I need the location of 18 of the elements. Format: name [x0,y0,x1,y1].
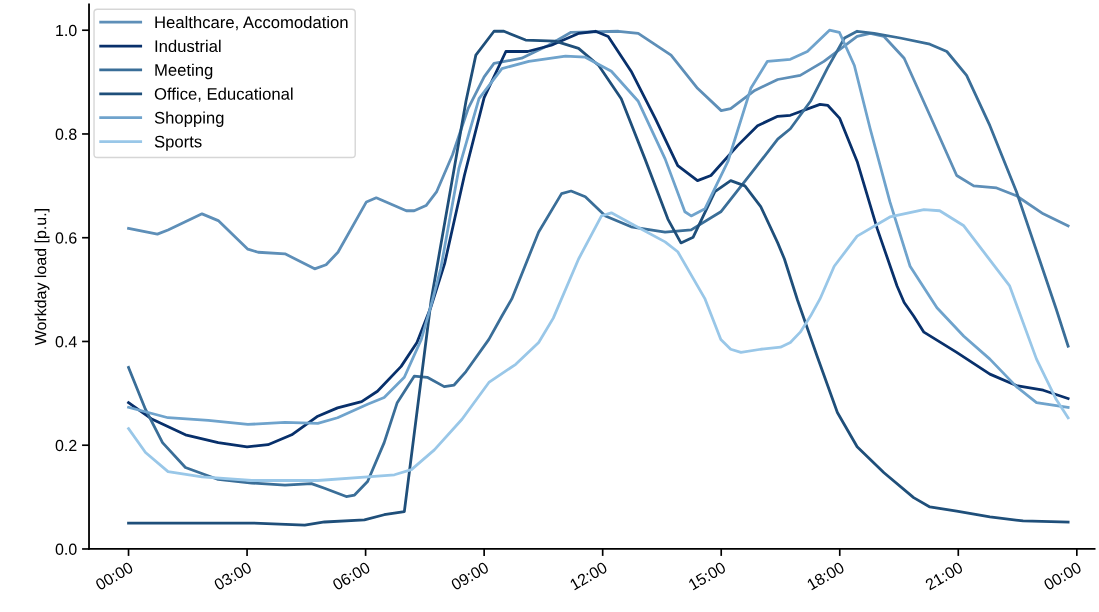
legend-label: Sports [154,135,202,151]
x-tick-label: 00:00 [1042,561,1083,591]
x-tick-label: 03:00 [213,561,253,591]
x-tick-label: 18:00 [806,561,846,591]
y-tick-label: 0.2 [55,439,77,452]
y-tick-label: 0.8 [55,128,77,140]
legend-label: Healthcare, Accomodation [155,15,348,31]
y-tick-label: 0.6 [55,232,77,244]
y-tick-label: 1.0 [56,24,77,37]
y-axis-title: Workday load [p.u.] [34,209,50,346]
legend-label: Office, Educational [154,87,293,102]
y-tick-label: 0.0 [55,543,77,555]
legend-label: Meeting [155,63,213,80]
legend-label: Industrial [155,39,221,53]
legend-label: Shopping [154,111,224,127]
y-tick-label: 0.4 [55,336,77,348]
line-series [127,29,1070,271]
line-series [127,208,1070,482]
